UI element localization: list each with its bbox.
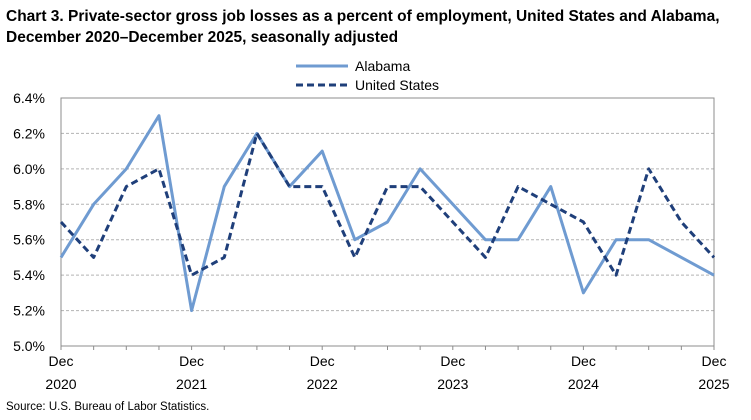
x-tick-label-month: Dec [702,353,727,369]
legend-label-alabama: Alabama [355,58,410,74]
x-tick-label-month: Dec [440,353,465,369]
plot-frame [60,97,715,350]
gridlines [61,132,714,312]
x-tick-label-month: Dec [571,353,596,369]
x-tick-label-year: 2021 [176,376,207,392]
legend-label-united-states: United States [355,77,439,93]
chart-source: Source: U.S. Bureau of Labor Statistics. [6,401,210,413]
y-tick-label: 6.0% [13,161,45,177]
x-tick-label-month: Dec [310,353,335,369]
x-tick-label-month: Dec [49,353,74,369]
legend: Alabama United States [296,58,439,93]
series-line-united-states [59,131,716,277]
chart-title: Chart 3. Private-sector gross job losses… [6,8,720,46]
y-tick-label: 6.4% [13,90,45,106]
line-chart: 5.0% 5.2% 5.4% 5.6% 5.8% 6.0% 6.2% 6.4% Dec 2020… [13,58,730,392]
x-tick-label-month: Dec [179,353,204,369]
x-tick-label-year: 2022 [307,376,338,392]
y-tick-label: 5.6% [13,232,45,248]
series-lines [59,114,716,313]
y-tick-label: 6.2% [13,125,45,141]
y-tick-label: 5.0% [13,338,45,354]
x-tick-label-year: 2024 [568,376,599,392]
x-axis-labels: Dec 2020 Dec 2021 Dec 2022 Dec 2023 Dec 2024 Dec 20… [45,353,729,392]
y-axis-labels: 5.0% 5.2% 5.4% 5.6% 5.8% 6.0% 6.2% 6.4% [13,90,45,354]
y-tick-label: 5.2% [13,303,45,319]
x-tick-label-year: 2023 [437,376,468,392]
y-tick-label: 5.8% [13,196,45,212]
series-line-alabama [59,114,715,313]
y-tick-label: 5.4% [13,267,45,283]
x-tick-label-year: 2020 [45,376,76,392]
x-tick-label-year: 2025 [698,376,729,392]
